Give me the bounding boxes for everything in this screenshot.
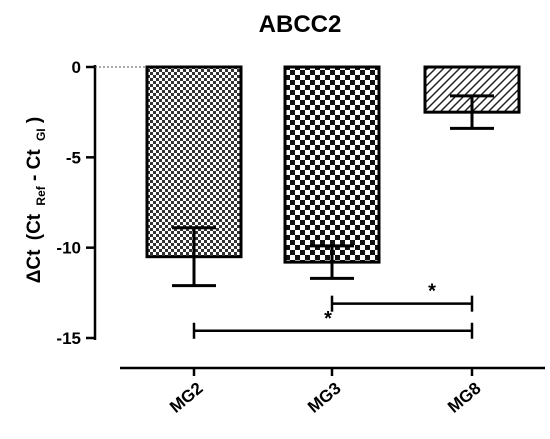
bar-mg3 <box>283 65 381 264</box>
y-axis-label: ΔCt (Ct Ref - Ct GI ) <box>24 117 50 284</box>
y-axis-label-open: (Ct <box>24 213 45 240</box>
y-tick-label: -15 <box>56 329 81 348</box>
x-tick-label-mg3: MG3 <box>304 379 344 417</box>
y-tick-label: 0 <box>72 58 81 77</box>
y-tick-label: -5 <box>66 148 81 167</box>
bars <box>145 65 521 264</box>
y-axis-label-mid: - Ct <box>24 149 45 181</box>
y-axis-label-sub-gi: GI <box>34 128 48 141</box>
x-tick-label-mg2: MG2 <box>166 379 206 417</box>
y-axis-label-sub-ref: Ref <box>34 185 48 205</box>
significance-brackets: ** <box>192 281 474 339</box>
error-bars <box>172 94 494 288</box>
x-tick-label-mg8: MG8 <box>444 379 484 417</box>
y-axis-label-close: ) <box>24 117 45 123</box>
bar-mg2 <box>145 65 243 259</box>
significance-star-2: * <box>324 308 332 330</box>
y-tick-label: -10 <box>56 239 81 258</box>
y-axis-label-delta: ΔCt <box>24 249 45 283</box>
significance-star-1: * <box>428 281 436 303</box>
chart-title: ABCC2 <box>259 11 342 38</box>
